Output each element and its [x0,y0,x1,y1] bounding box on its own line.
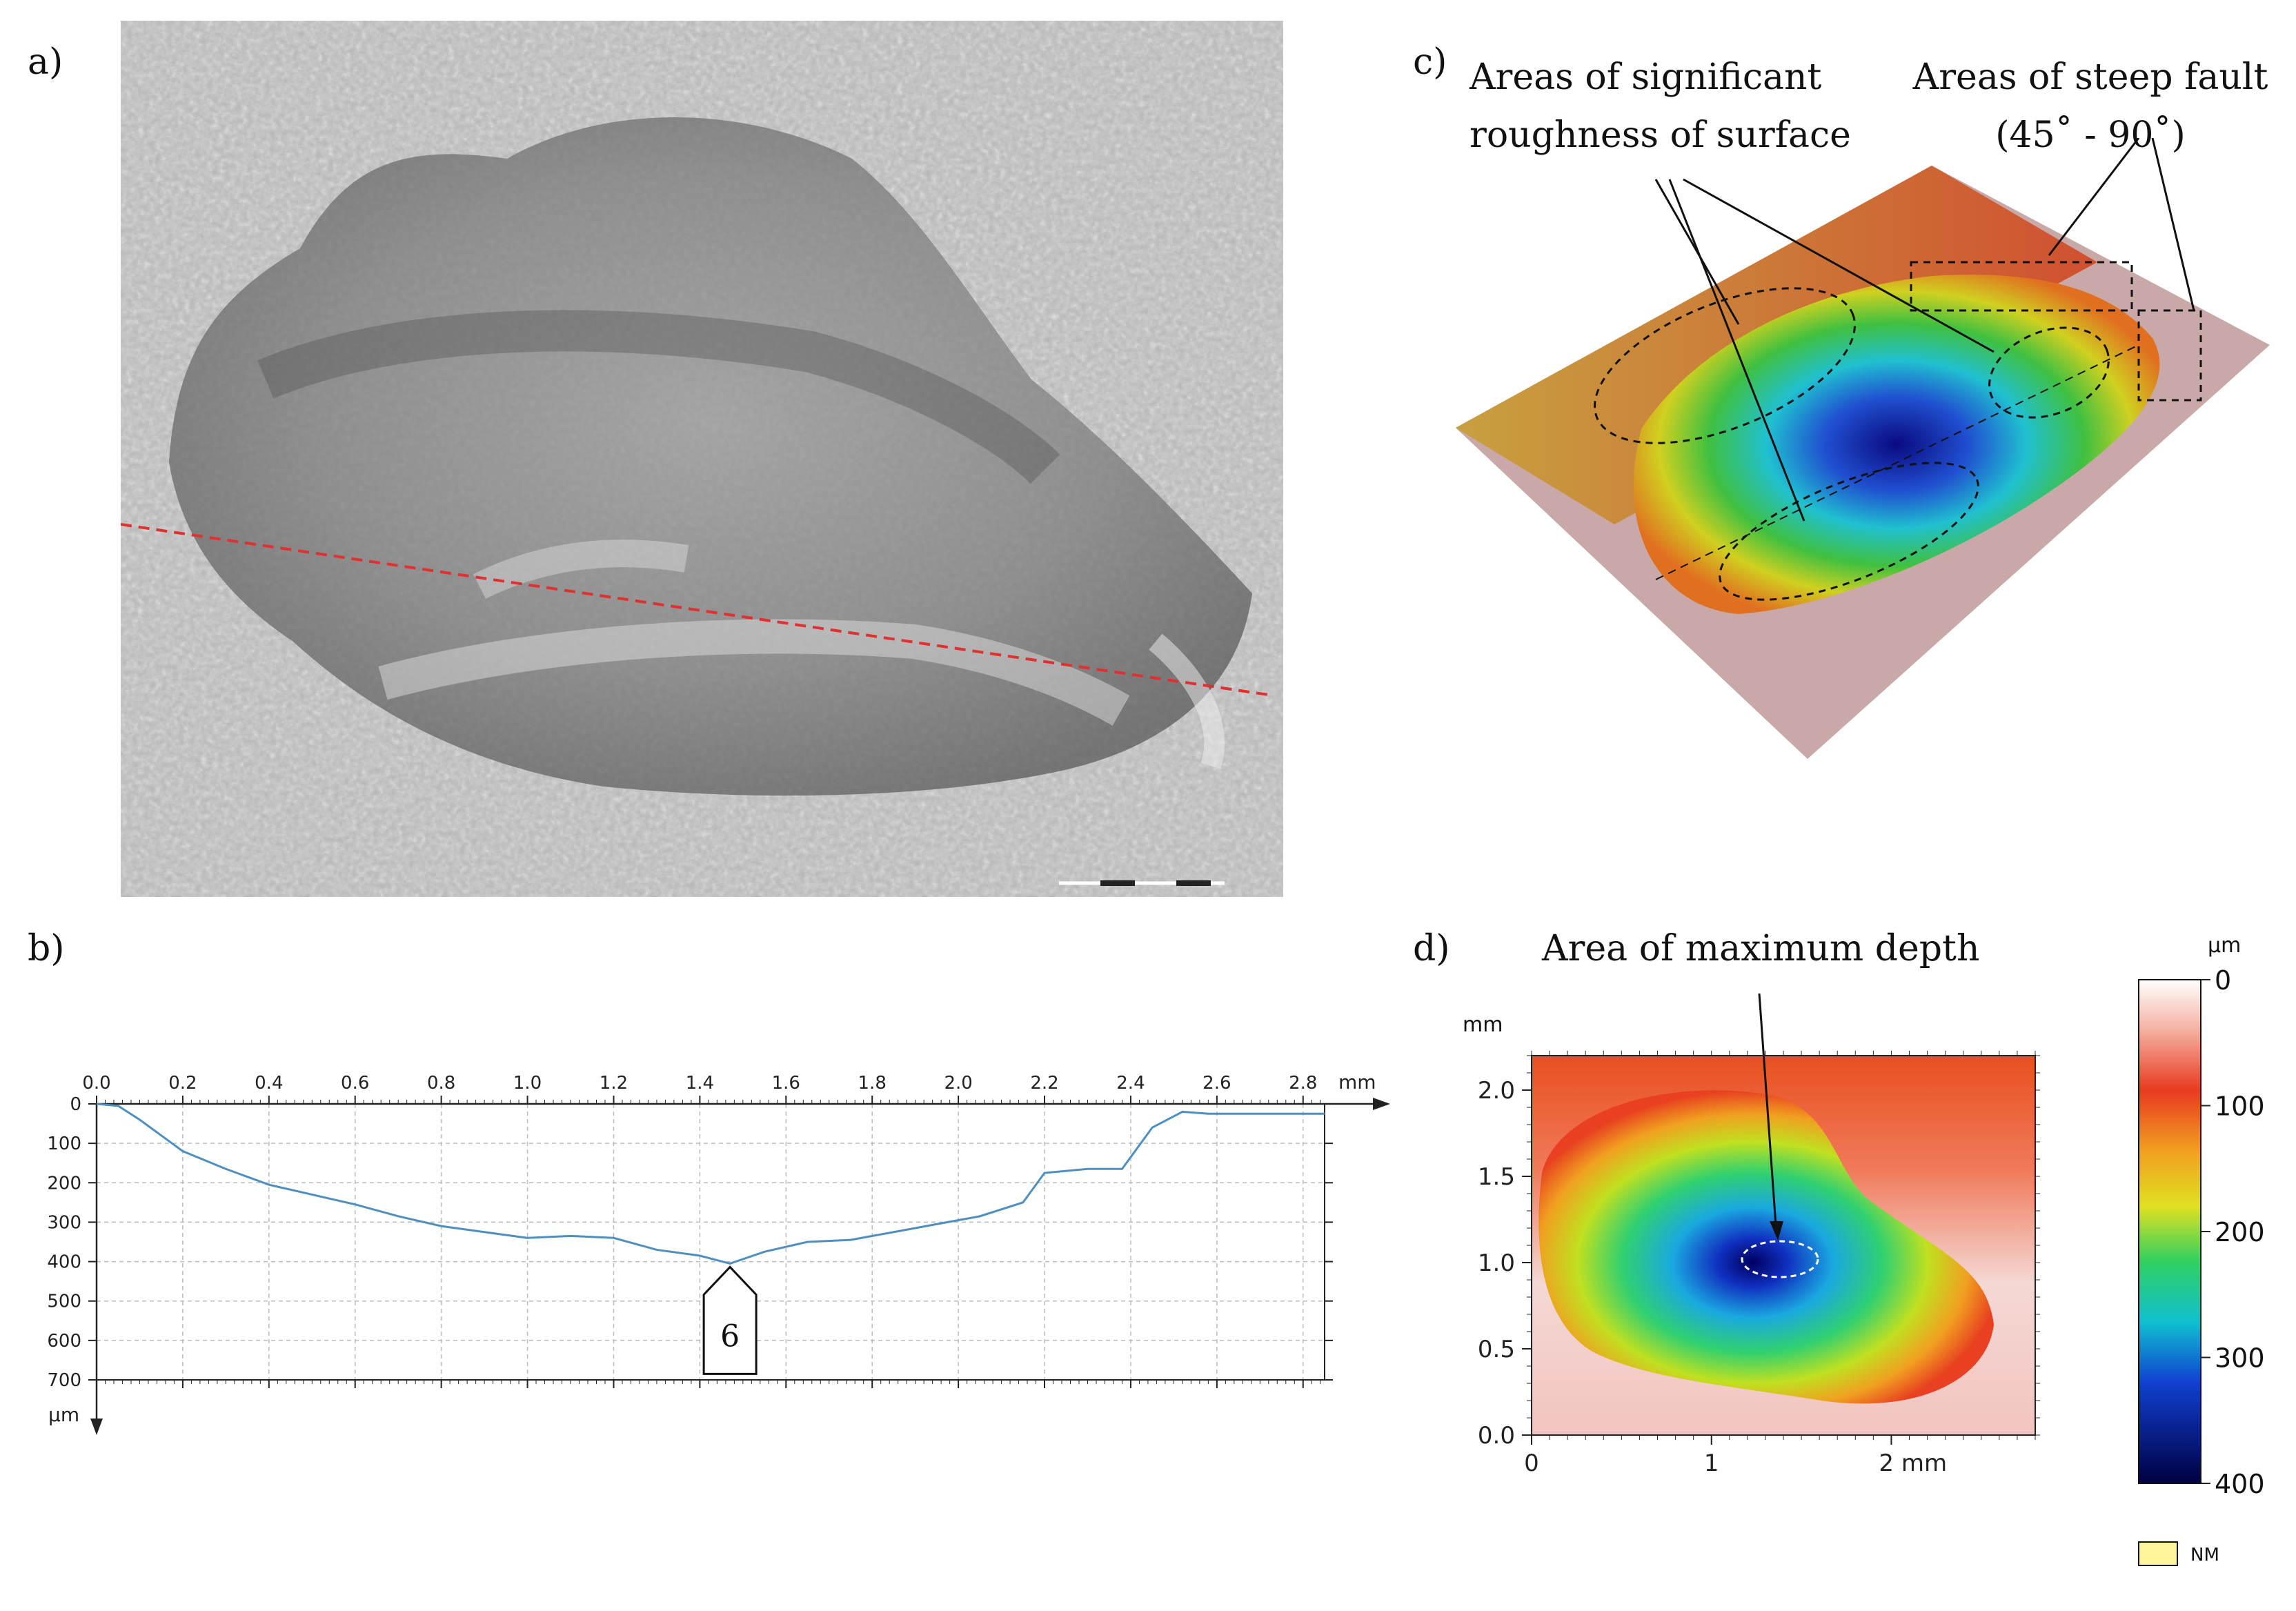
max-depth-annotation: Area of maximum depth [1542,928,1980,969]
colorbar-tick-label: 200 [2215,1217,2265,1247]
profile-y-tick-label: 300 [47,1212,81,1233]
profile-frame [90,1098,1390,1435]
roughness-annotation: Areas of significant roughness of surfac… [1469,48,1851,164]
max-depth-arrow [1758,994,1778,1236]
nm-label: NM [2190,1545,2219,1565]
profile-marker-label: 6 [720,1318,740,1354]
profile-series-line [96,1103,1325,1265]
colorbar-tick-label: 0 [2215,965,2231,996]
profile-x-tick-label: 0.6 [341,1073,369,1094]
profile-x-tick-label: 1.0 [513,1073,542,1094]
profile-x-ticks: 0.0 0.2 0.4 0.6 0.8 1.0 1.2 1.4 1.6 1.8 2.0 2.2 2.4 2… [82,1073,1321,1388]
annotation-arrows [1654,138,2195,522]
colorbar-unit: µm [2208,933,2241,958]
panel-c-3d-surface [1456,138,2270,759]
depth-colorbar: µm 0 100 200 300 400 NM [2138,933,2265,1566]
heatmap-y-tick-label: 1.0 [1478,1249,1515,1277]
profile-x-tick-label: 1.8 [858,1073,887,1094]
profile-x-tick-label: 2.2 [1030,1073,1058,1094]
fault-annotation: Areas of steep fault (45˚ - 90˚) [1911,48,2270,164]
depth-heatmap: 0 1 2 mm 0.0 0.5 1.0 1.5 2.0 mm [1463,994,2040,1477]
nm-swatch [2138,1541,2178,1566]
colorbar-tick-label: 400 [2215,1469,2265,1499]
max-depth-ellipse [1741,1240,1819,1278]
fault-box-2 [2137,309,2202,402]
profile-x-tick-label: 0.0 [82,1073,110,1094]
profile-x-unit: mm [1338,1071,1376,1094]
roughness-ellipse-3 [1988,326,2110,419]
roughness-ellipse-1 [1594,287,1856,444]
profile-x-tick-label: 1.6 [772,1073,800,1094]
fault-annotation-line1: Areas of steep fault [1912,57,2268,98]
heatmap-y-unit: mm [1463,1013,1503,1037]
roughness-ellipse-2 [1719,462,1979,601]
panel-b-label: b) [28,928,65,969]
profile-y-tick-label: 100 [47,1134,81,1154]
profile-x-tick-label: 0.4 [255,1073,283,1094]
panel-d-label: d) [1413,928,1450,969]
heatmap-y-tick-label: 2.0 [1478,1077,1515,1105]
heatmap-y-tick-label: 0.5 [1478,1336,1515,1363]
fault-annotation-line2: (45˚ - 90˚) [1995,115,2186,156]
profile-x-tick-label: 2.6 [1203,1073,1231,1094]
heatmap-y-tick-label: 1.5 [1478,1163,1515,1191]
profile-x-tick-label: 2.0 [944,1073,972,1094]
fault-box-1 [1910,261,2133,312]
profile-y-arrow [90,1419,103,1435]
profile-y-tick-label: 500 [47,1292,81,1312]
colorbar-tick-label: 100 [2215,1091,2265,1122]
panel-a-label: a) [28,41,63,83]
heatmap-x-tick-label: 0 [1524,1450,1539,1477]
profile-y-tick-label: 400 [47,1252,81,1273]
profile-y-tick-label: 0 [70,1094,81,1115]
panel-a-micrograph [121,21,1283,897]
profile-x-tick-label: 0.2 [168,1073,197,1094]
scale-bar [1059,880,1225,886]
colorbar-tick-label: 300 [2215,1343,2265,1374]
profile-y-tick-label: 600 [47,1331,81,1352]
colorbar-ticks: 0 100 200 300 400 [2201,965,2265,1499]
heatmap-pit [1538,1090,1994,1404]
profile-marker-shape [702,1265,758,1375]
profile-chart: 0.0 0.2 0.4 0.6 0.8 1.0 1.2 1.4 1.6 1.8 2.0 2.2 2.4 2… [47,1071,1390,1435]
profile-line [121,523,1274,697]
heatmap-x-tick-label: 2 mm [1879,1450,1947,1477]
profile-y-unit: µm [48,1403,79,1426]
profile-x-tick-label: 1.4 [686,1073,714,1094]
profile-x-tick-label: 1.2 [600,1073,628,1094]
profile-y-tick-label: 700 [47,1370,81,1391]
roughness-annotation-line1: Areas of significant [1469,57,1822,98]
profile-y-ticks: 0 100 200 300 400 500 600 700 [47,1094,1333,1391]
heatmap-y-tick-label: 0.0 [1478,1422,1515,1450]
profile-x-tick-label: 2.8 [1289,1073,1317,1094]
pit-region [1633,275,2160,614]
colorbar-gradient [2138,979,2201,1484]
panel-c-label: c) [1413,41,1447,83]
profile-y-tick-label: 200 [47,1173,81,1194]
roughness-annotation-line2: roughness of surface [1469,115,1851,156]
profile-x-tick-label: 2.4 [1116,1073,1145,1094]
heatmap-x-tick-label: 1 [1704,1450,1719,1477]
profile-marker-6: 6 [702,1265,758,1375]
crater-shape [169,117,1252,796]
profile-x-tick-label: 0.8 [427,1073,455,1094]
heatmap-axes: 0 1 2 mm 0.0 0.5 1.0 1.5 2.0 [1478,1051,2040,1477]
profile-x-arrow [1373,1098,1390,1110]
